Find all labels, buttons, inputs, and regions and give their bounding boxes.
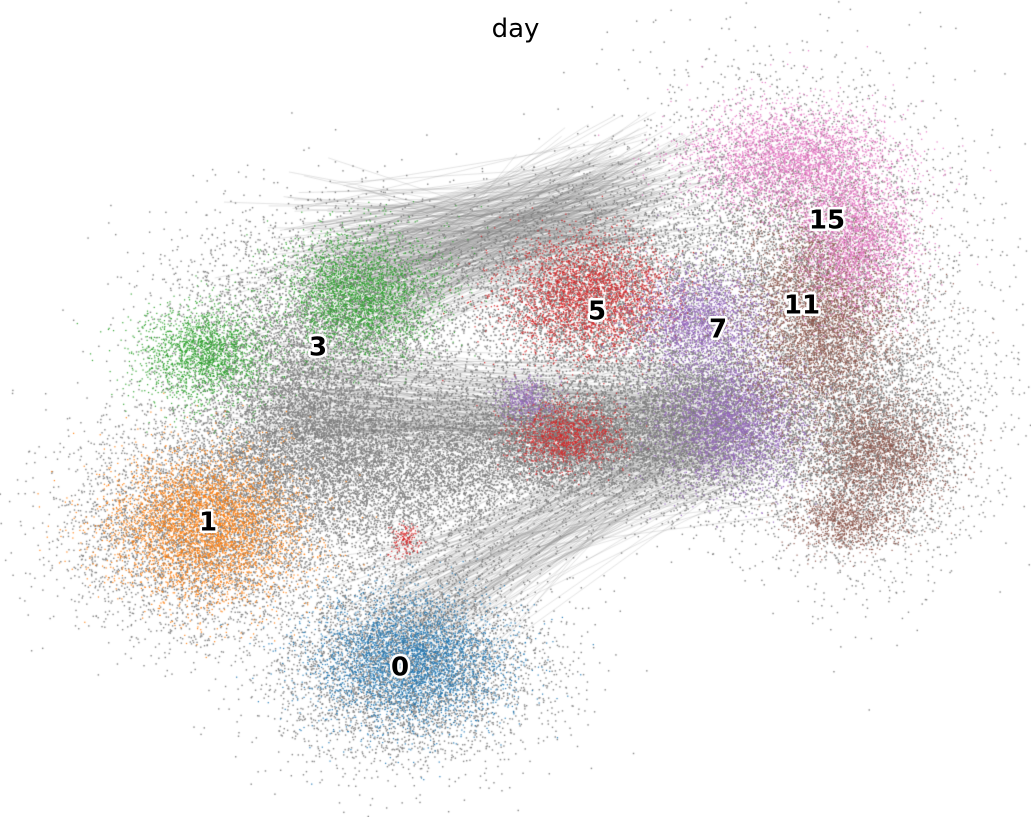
cluster-label-1: 1: [199, 508, 217, 538]
cluster-label-3: 3: [309, 333, 327, 363]
cluster-label-5: 5: [588, 297, 606, 327]
cluster-label-0: 0: [391, 653, 409, 683]
cluster-label-15: 15: [809, 206, 845, 236]
cluster-label-7: 7: [709, 315, 727, 345]
cluster-label-11: 11: [784, 291, 820, 321]
